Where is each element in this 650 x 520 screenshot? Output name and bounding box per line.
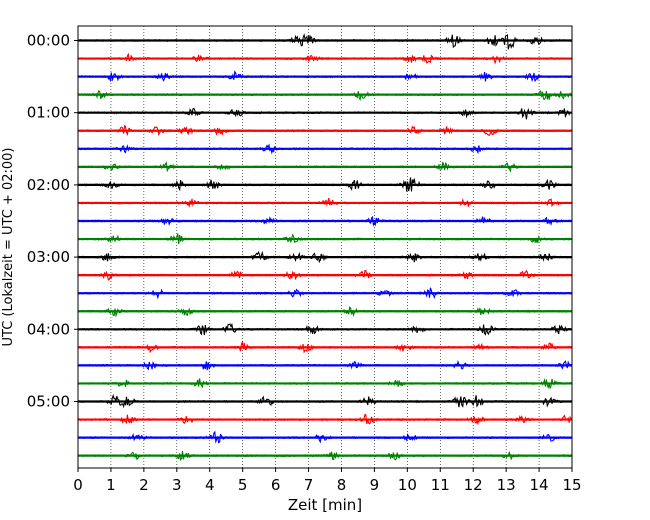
y-axis-ticks: 00:00 01:00 02:00 03:00 04:00 05:00	[27, 32, 78, 411]
x-tick-label-1: 1	[106, 476, 116, 494]
x-axis-ticks: 0 1 2 3 4 5 6 7 8 9 10 11 12 13 14 15	[73, 468, 582, 494]
y-tick-label-0000: 00:00	[27, 32, 70, 50]
x-tick-label-14: 14	[530, 476, 549, 494]
x-tick-label-10: 10	[398, 476, 417, 494]
x-tick-label-12: 12	[464, 476, 483, 494]
x-tick-label-2: 2	[139, 476, 149, 494]
x-tick-label-3: 3	[172, 476, 182, 494]
x-tick-label-5: 5	[238, 476, 248, 494]
x-tick-label-13: 13	[497, 476, 516, 494]
plot-frame	[77, 25, 573, 469]
y-tick-label-0100: 01:00	[27, 104, 70, 122]
seismogram-traces	[77, 33, 573, 462]
trace-0100	[77, 107, 573, 120]
y-tick-label-0400: 04:00	[27, 320, 70, 338]
x-axis-label: Zeit [min]	[288, 496, 362, 514]
x-tick-label-6: 6	[271, 476, 281, 494]
y-tick-label-0300: 03:00	[27, 248, 70, 266]
x-tick-label-11: 11	[431, 476, 450, 494]
x-tick-label-15: 15	[562, 476, 581, 494]
trace-0000	[78, 33, 573, 50]
y-tick-label-0200: 02:00	[27, 176, 70, 194]
x-tick-label-7: 7	[304, 476, 314, 494]
x-tick-label-8: 8	[337, 476, 347, 494]
x-tick-label-0: 0	[73, 476, 83, 494]
y-tick-label-0500: 05:00	[27, 393, 70, 411]
x-tick-label-9: 9	[370, 476, 380, 494]
y-axis-label: UTC (Lokalzeit = UTC + 02:00)	[1, 148, 16, 347]
x-tick-label-4: 4	[205, 476, 215, 494]
